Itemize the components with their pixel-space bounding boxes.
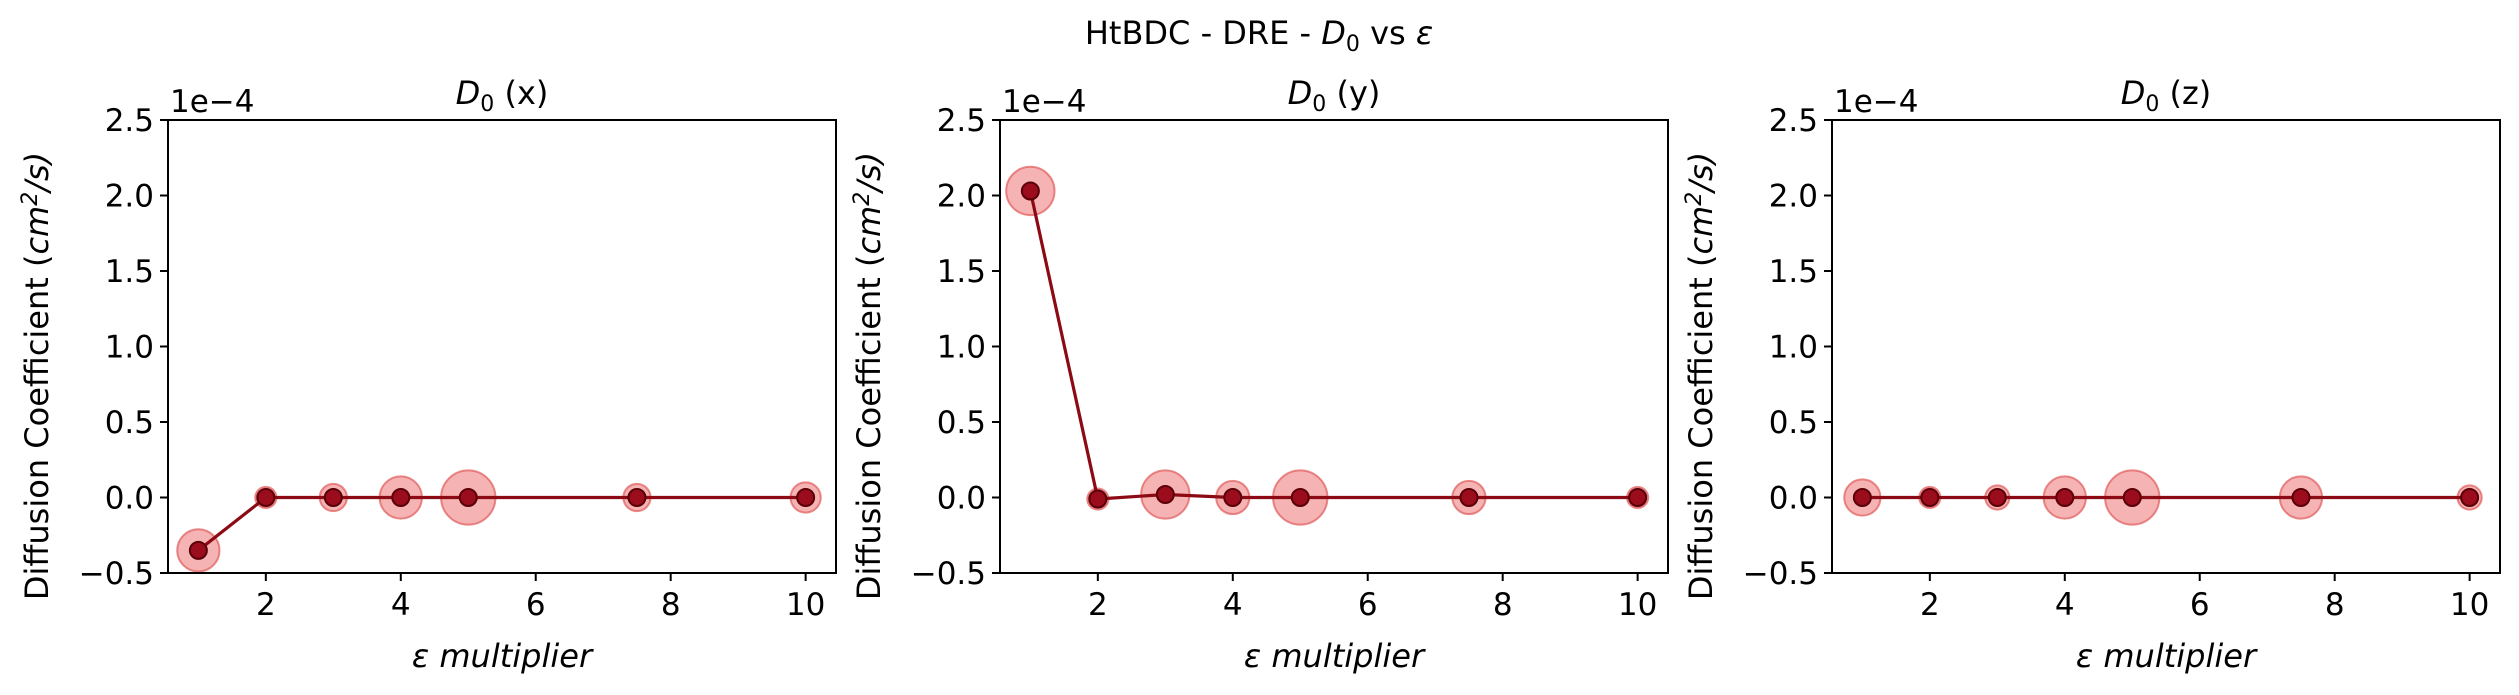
x-tick-label: 6 — [2190, 587, 2210, 623]
x-tick-label: 6 — [1358, 587, 1378, 623]
data-point — [1920, 488, 1940, 507]
y-tick-label: 2.0 — [937, 179, 986, 215]
y-tick-label: 0.0 — [1769, 481, 1818, 517]
data-point — [2460, 488, 2480, 507]
y-tick-label: −0.5 — [79, 556, 154, 592]
x-tick-label: 8 — [661, 587, 681, 623]
subplot-y: D0 (y) 1e−4 ε multiplier Diffusion Coeff… — [850, 74, 1669, 675]
data-point — [1155, 484, 1175, 504]
data-point — [1088, 489, 1108, 509]
data-point — [2055, 488, 2075, 507]
x-axis-label: ε multiplier — [2076, 637, 2258, 675]
plot-frame — [167, 119, 837, 574]
data-point — [1290, 488, 1310, 507]
y-axis-label: Diffusion Coefficient (cm2/s) — [850, 152, 888, 600]
x-tick-label: 10 — [1618, 587, 1657, 623]
x-tick-label: 8 — [2325, 587, 2345, 623]
y-tick-label: 0.0 — [105, 481, 154, 517]
data-point — [256, 488, 276, 507]
y-tick-label: 2.5 — [1769, 103, 1818, 139]
y-tick-label: 2.5 — [937, 103, 986, 139]
subplot-title: D0 (x) — [456, 74, 549, 117]
x-tick-label: 8 — [1493, 587, 1513, 623]
subplot-z: D0 (z) 1e−4 ε multiplier Diffusion Coeff… — [1682, 74, 2501, 675]
y-tick-label: 1.0 — [937, 330, 986, 366]
y-tick-label: 1.0 — [105, 330, 154, 366]
y-tick-label: 1.0 — [1769, 330, 1818, 366]
subplot-title: D0 (z) — [2121, 74, 2212, 117]
subplot-title: D0 (y) — [1288, 74, 1381, 117]
y-tick-label: 1.5 — [1769, 254, 1818, 290]
y-axis-label: Diffusion Coefficient (cm2/s) — [18, 152, 56, 600]
plot-frame — [999, 119, 1669, 574]
data-point — [1020, 181, 1040, 201]
y-tick-label: 0.5 — [1769, 405, 1818, 441]
y-tick-label: 1.5 — [105, 254, 154, 290]
subplot-x: D0 (x) 1e−4 ε multiplier Diffusion Coeff… — [18, 74, 837, 675]
data-point — [2291, 488, 2311, 507]
x-tick-label: 4 — [391, 587, 411, 623]
data-point — [1628, 488, 1648, 507]
figure-title: HtBDC - DRE - D0 vs ε — [1085, 14, 1433, 57]
data-point — [188, 540, 208, 560]
data-point — [796, 488, 816, 507]
data-point — [1223, 488, 1243, 507]
data-point — [391, 488, 411, 507]
x-axis-label: ε multiplier — [1244, 637, 1426, 675]
x-tick-label: 10 — [2450, 587, 2489, 623]
y-axis-label: Diffusion Coefficient (cm2/s) — [1682, 152, 1720, 600]
x-tick-label: 6 — [526, 587, 546, 623]
x-tick-label: 4 — [2055, 587, 2075, 623]
series-line — [1028, 190, 1638, 501]
data-point — [2122, 488, 2142, 507]
y-tick-label: 0.5 — [105, 405, 154, 441]
y-tick-label: 2.5 — [105, 103, 154, 139]
y-tick-label: 1.5 — [937, 254, 986, 290]
y-tick-label: 0.5 — [937, 405, 986, 441]
x-tick-label: 4 — [1223, 587, 1243, 623]
y-axis-offset-label: 1e−4 — [1002, 84, 1087, 120]
data-point — [1459, 488, 1479, 507]
x-tick-label: 10 — [786, 587, 825, 623]
data-point — [323, 488, 343, 507]
y-tick-label: 2.0 — [1769, 179, 1818, 215]
y-tick-label: 0.0 — [937, 481, 986, 517]
x-tick-label: 2 — [256, 587, 276, 623]
x-tick-label: 2 — [1920, 587, 1940, 623]
y-tick-label: −0.5 — [911, 556, 986, 592]
y-tick-label: 2.0 — [105, 179, 154, 215]
data-point — [458, 488, 478, 507]
y-axis-offset-label: 1e−4 — [170, 84, 255, 120]
data-point — [1987, 488, 2007, 507]
series-line — [197, 495, 806, 552]
y-axis-offset-label: 1e−4 — [1834, 84, 1919, 120]
data-point — [627, 488, 647, 507]
x-tick-label: 2 — [1088, 587, 1108, 623]
data-point — [1852, 488, 1872, 507]
x-axis-label: ε multiplier — [412, 637, 594, 675]
y-tick-label: −0.5 — [1743, 556, 1818, 592]
plot-frame — [1831, 119, 2501, 574]
